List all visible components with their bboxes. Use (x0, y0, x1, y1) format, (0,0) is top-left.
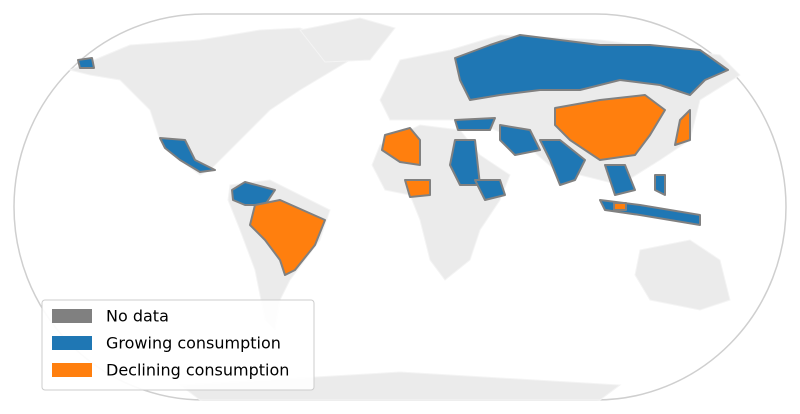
country (554, 94, 666, 161)
greenland (299, 17, 396, 63)
legend-box (41, 299, 315, 391)
legend-swatch (52, 336, 92, 350)
legend-label: Growing consumption (106, 334, 281, 353)
legend-swatch (52, 309, 92, 323)
country (613, 202, 627, 211)
country (654, 174, 666, 196)
country (449, 139, 481, 186)
country (604, 164, 636, 196)
north-america (68, 27, 351, 176)
legend-swatch (52, 363, 92, 377)
country (499, 124, 541, 156)
country (381, 127, 421, 166)
australia (634, 239, 731, 311)
country (454, 34, 729, 101)
legend-label: Declining consumption (106, 361, 289, 380)
country (539, 139, 586, 186)
legend-label: No data (106, 307, 169, 326)
country (249, 199, 326, 276)
country (77, 57, 95, 69)
legend: No data Growing consumption Declining cons… (41, 299, 315, 391)
country (674, 109, 691, 146)
countries (77, 34, 729, 276)
country (404, 179, 431, 198)
country (474, 179, 506, 201)
country (159, 137, 216, 173)
country (454, 117, 496, 131)
